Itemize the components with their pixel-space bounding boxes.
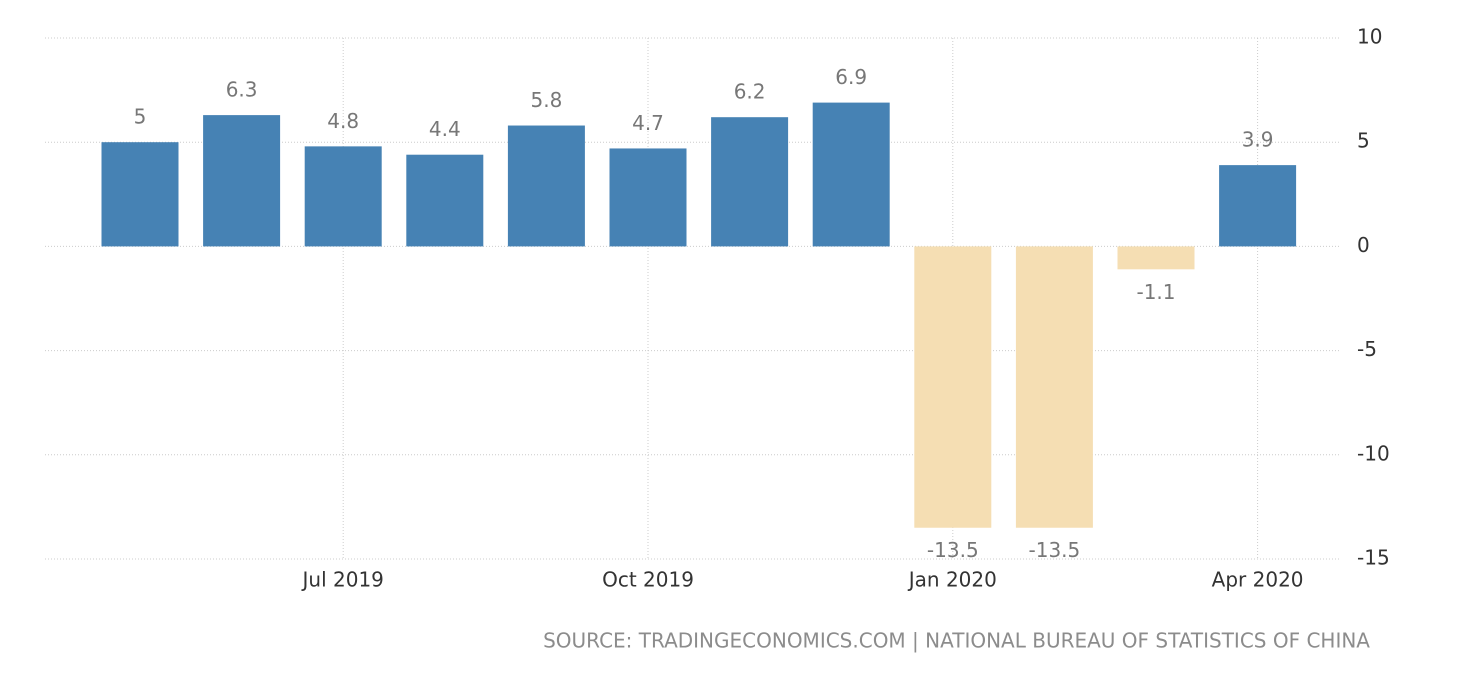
bar — [507, 125, 585, 247]
y-tick-label: 5 — [1357, 129, 1370, 153]
bar — [914, 246, 992, 528]
bar — [711, 117, 789, 247]
value-label: 3.9 — [1242, 128, 1274, 152]
y-tick-label: 10 — [1357, 25, 1382, 49]
value-label: 4.8 — [327, 109, 359, 133]
bar — [609, 148, 687, 247]
value-label: -13.5 — [927, 538, 979, 562]
bar — [101, 142, 179, 247]
value-label: 5.8 — [530, 88, 562, 112]
bar — [304, 146, 382, 247]
x-tick-label: Oct 2019 — [602, 568, 694, 592]
value-label: -1.1 — [1136, 280, 1175, 304]
x-tick-label: Apr 2020 — [1212, 568, 1304, 592]
value-label: 6.2 — [734, 80, 766, 104]
x-tick-label: Jul 2019 — [301, 568, 384, 592]
y-tick-label: -5 — [1357, 337, 1377, 361]
bar — [1015, 246, 1093, 528]
bar — [812, 102, 890, 247]
y-tick-label: -15 — [1357, 546, 1390, 570]
value-label: 5 — [134, 105, 147, 129]
value-label: 4.7 — [632, 111, 664, 135]
value-label: -13.5 — [1029, 538, 1081, 562]
bar — [406, 154, 484, 247]
bar — [1219, 165, 1297, 247]
value-label: 4.4 — [429, 117, 461, 141]
bar — [1117, 246, 1195, 270]
bar — [203, 115, 281, 247]
y-tick-label: 0 — [1357, 233, 1370, 257]
y-tick-label: -10 — [1357, 441, 1390, 465]
value-label: 6.9 — [835, 65, 867, 89]
value-label: 6.3 — [226, 78, 258, 102]
x-tick-label: Jan 2020 — [907, 568, 997, 592]
source: SOURCE: TRADINGECONOMICS.COM | NATIONAL … — [543, 629, 1370, 653]
